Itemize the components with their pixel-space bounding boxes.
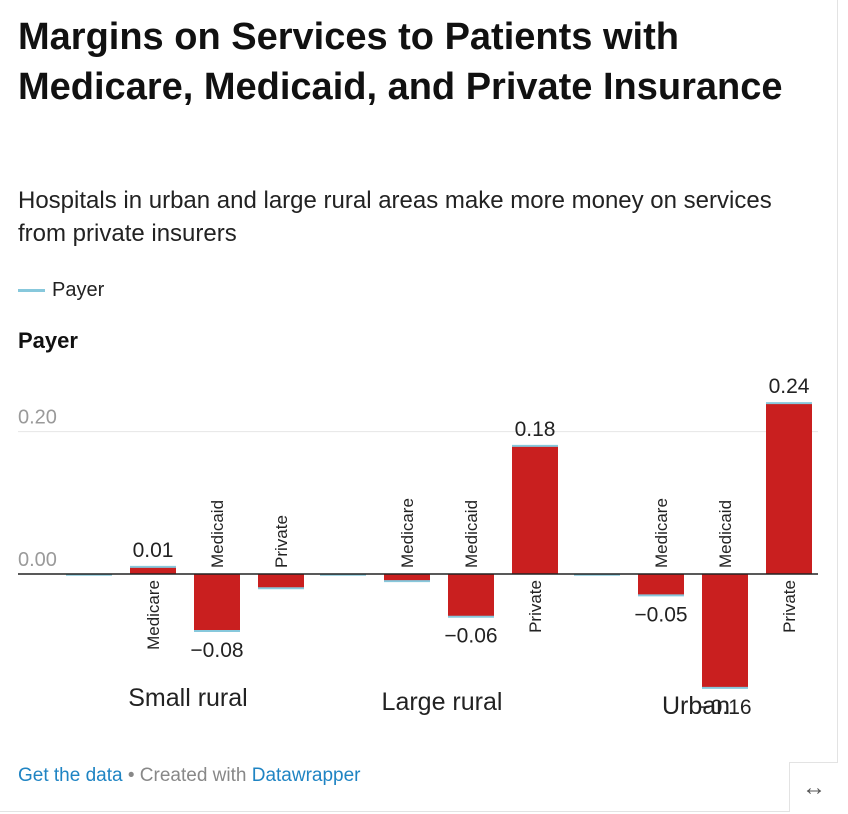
y-tick-label: 0.00: [18, 549, 57, 571]
legend-label: Payer: [52, 278, 105, 301]
chart-title: Margins on Services to Patients with Med…: [18, 16, 783, 108]
bar-large-rural-medicaid: [448, 574, 494, 617]
chart-subtitle: Hospitals in urban and large rural areas…: [18, 187, 772, 247]
group-label: Large rural: [382, 688, 503, 716]
footer-separator: • Created with: [122, 765, 252, 786]
category-label: Medicare: [144, 580, 163, 650]
bar-large-rural-medicare: [384, 574, 430, 582]
category-label: Medicaid: [208, 500, 227, 568]
bar-small-rural-medicare: [130, 566, 176, 574]
value-label: −0.06: [444, 625, 497, 648]
value-label: 0.18: [515, 418, 556, 441]
expand-arrows-icon[interactable]: ↔: [789, 762, 838, 812]
category-label: Private: [780, 580, 799, 633]
bar-small-rural-private: [258, 574, 304, 589]
legend-swatch: [18, 288, 45, 292]
value-label: −0.16: [698, 696, 751, 719]
category-label: Private: [526, 580, 545, 633]
panel-title: Payer: [18, 328, 78, 353]
bar-urban-medicare: [638, 574, 684, 596]
get-the-data-link[interactable]: Get the data: [18, 765, 123, 786]
footer: Get the data • Created with Datawrapper: [18, 765, 361, 787]
bar-large-rural-private: [512, 445, 558, 574]
category-label: Medicare: [652, 498, 671, 568]
bar-small-rural-medicaid: [194, 574, 240, 631]
bar-urban-medicaid: [702, 574, 748, 688]
datawrapper-link[interactable]: Datawrapper: [251, 765, 361, 786]
bar-urban-private: [766, 403, 812, 574]
category-label: Medicaid: [462, 500, 481, 568]
bar-chart: 0.20 0.00 Medicare 0.01 Medicaid −0.08 Private…: [18, 375, 818, 720]
group-label: Urban: [662, 692, 730, 720]
category-label: Medicare: [398, 498, 417, 568]
group-label: Small rural: [128, 684, 247, 712]
category-label: Private: [272, 515, 291, 568]
value-label: 0.24: [769, 375, 810, 398]
legend: Payer: [18, 276, 104, 304]
value-label: −0.08: [190, 639, 243, 662]
y-tick-label: 0.20: [18, 407, 57, 429]
value-label: 0.01: [133, 539, 174, 562]
category-label: Medicaid: [716, 500, 735, 568]
value-label: −0.05: [634, 603, 687, 626]
